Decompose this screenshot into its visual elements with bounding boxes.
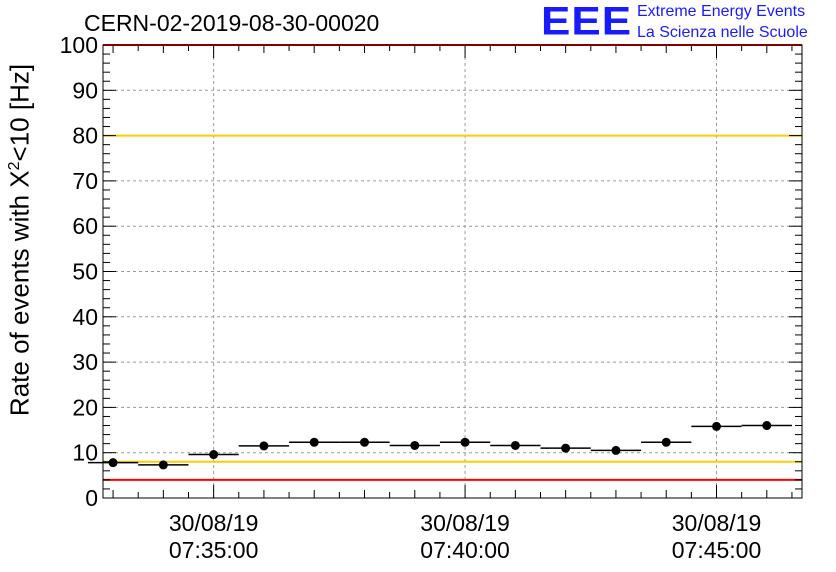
data-point	[561, 443, 571, 453]
x-tick-label-time: 07:40:00	[420, 537, 510, 563]
data-point	[309, 437, 319, 447]
data-point	[460, 437, 470, 447]
data-point	[259, 441, 269, 451]
y-tick-label: 90	[72, 77, 98, 103]
data-point	[209, 450, 219, 460]
data-point	[712, 421, 722, 431]
y-tick-label: 40	[72, 304, 98, 330]
data-point	[158, 460, 168, 470]
y-tick-label: 80	[72, 123, 98, 149]
y-tick-label: 30	[72, 349, 98, 375]
x-tick-label-time: 07:35:00	[169, 537, 259, 563]
data-point	[510, 440, 520, 450]
data-point	[108, 458, 118, 468]
y-tick-label: 100	[60, 32, 98, 58]
data-point	[762, 421, 772, 431]
x-tick-label-date: 30/08/19	[672, 510, 762, 536]
y-tick-label: 50	[72, 259, 98, 285]
x-tick-label-date: 30/08/19	[420, 510, 510, 536]
y-tick-label: 60	[72, 213, 98, 239]
y-tick-label: 10	[72, 440, 98, 466]
eee-logo: EEE	[541, 0, 633, 44]
x-tick-label-date: 30/08/19	[169, 510, 259, 536]
data-point	[410, 440, 420, 450]
y-tick-label: 0	[85, 485, 98, 511]
y-tick-label: 70	[72, 168, 98, 194]
data-point	[359, 437, 369, 447]
y-tick-label: 20	[72, 394, 98, 420]
data-point	[611, 445, 621, 455]
logo-caption-line2: La Scienza nelle Scuole	[637, 24, 808, 41]
logo-caption-line1: Extreme Energy Events	[637, 3, 806, 20]
x-tick-label-time: 07:45:00	[672, 537, 762, 563]
data-point	[661, 437, 671, 447]
chart-title: CERN-02-2019-08-30-00020	[84, 10, 380, 36]
